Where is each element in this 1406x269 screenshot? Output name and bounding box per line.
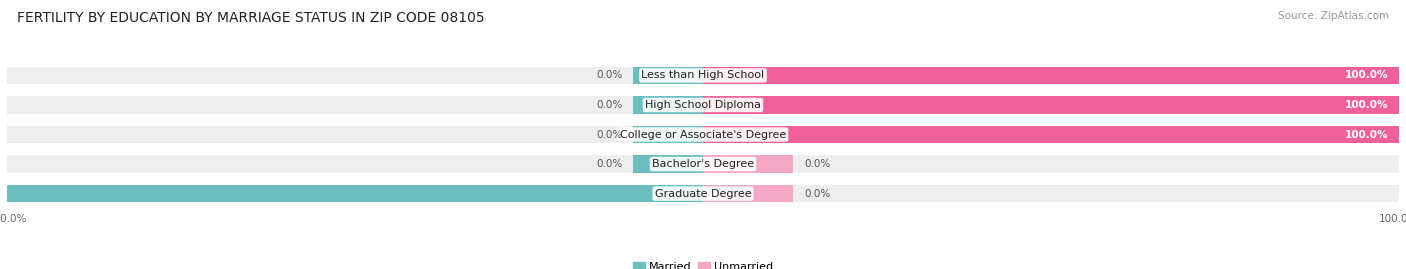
Bar [7,185,703,202]
Bar [633,126,703,143]
Bar [703,126,1399,143]
Text: College or Associate's Degree: College or Associate's Degree [620,129,786,140]
Bar [633,67,703,84]
Bar [703,185,793,202]
Text: 0.0%: 0.0% [804,159,830,169]
Bar [633,155,703,173]
Bar [703,155,793,173]
Bar [7,96,1399,114]
Bar [7,155,1399,173]
Text: Graduate Degree: Graduate Degree [655,189,751,199]
Text: 0.0%: 0.0% [596,70,623,80]
Text: 0.0%: 0.0% [804,189,830,199]
Bar [7,67,1399,84]
Text: 0.0%: 0.0% [596,159,623,169]
Text: Bachelor's Degree: Bachelor's Degree [652,159,754,169]
Text: FERTILITY BY EDUCATION BY MARRIAGE STATUS IN ZIP CODE 08105: FERTILITY BY EDUCATION BY MARRIAGE STATU… [17,11,485,25]
Bar [7,185,1399,202]
Bar [633,96,703,114]
Text: Source: ZipAtlas.com: Source: ZipAtlas.com [1278,11,1389,21]
Bar [703,96,1399,114]
Text: 0.0%: 0.0% [596,100,623,110]
Text: 100.0%: 100.0% [1346,100,1389,110]
Text: 100.0%: 100.0% [1346,129,1389,140]
Text: High School Diploma: High School Diploma [645,100,761,110]
Text: 0.0%: 0.0% [596,129,623,140]
Legend: Married, Unmarried: Married, Unmarried [628,257,778,269]
Bar [7,126,1399,143]
Bar [703,67,1399,84]
Text: 100.0%: 100.0% [1346,70,1389,80]
Text: Less than High School: Less than High School [641,70,765,80]
